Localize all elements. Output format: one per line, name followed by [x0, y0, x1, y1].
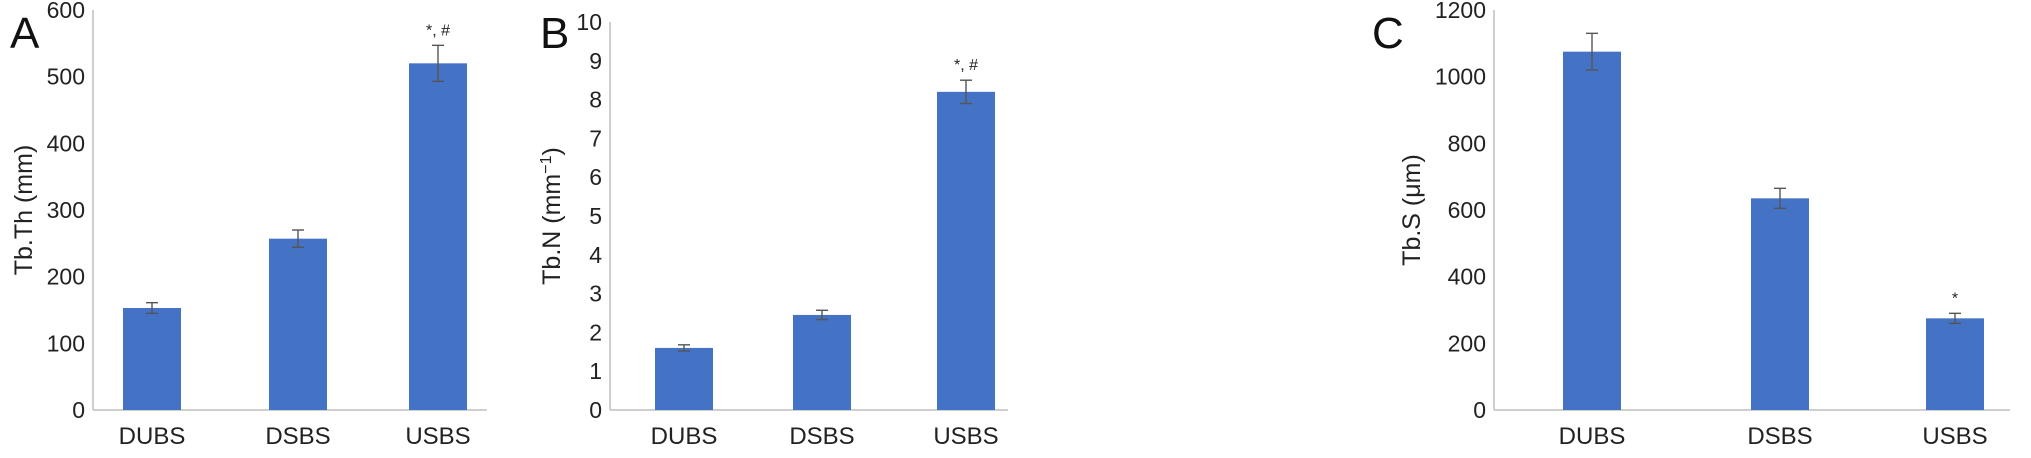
x-tick-label: USBS: [933, 423, 998, 450]
y-axis-title-main: Tb.Th (mm): [10, 145, 38, 276]
x-tick-label: DUBS: [651, 423, 718, 450]
x-tick-label: DSBS: [1747, 423, 1812, 450]
bar: [655, 347, 713, 410]
y-axis-title: Tb.S (μm): [1398, 154, 1426, 266]
y-tick-label: 10: [576, 9, 602, 35]
y-tick-label: 9: [589, 48, 602, 74]
bar: [793, 314, 851, 410]
y-axis-title-main: Tb.N (mm: [538, 174, 566, 285]
y-tick-label: 0: [1473, 397, 1486, 423]
y-axis-title-end: ): [538, 147, 566, 155]
bar: [1926, 318, 1984, 410]
panel-letter: B: [540, 9, 569, 58]
significance-label: *, #: [954, 57, 978, 74]
y-tick-label: 1: [589, 358, 602, 384]
panel-letter: C: [1372, 9, 1404, 58]
y-tick-label: 100: [47, 330, 85, 356]
x-tick-label: DSBS: [265, 423, 330, 450]
bar: [937, 91, 995, 410]
y-tick-label: 500: [47, 64, 85, 90]
bar: [123, 308, 181, 410]
significance-label: *, #: [426, 22, 450, 39]
y-tick-label: 2: [589, 319, 602, 345]
y-tick-label: 300: [47, 197, 85, 223]
y-tick-label: 400: [1448, 264, 1486, 290]
y-tick-label: 600: [47, 0, 85, 23]
y-axis-title-superscript: −1: [538, 155, 555, 173]
y-tick-label: 3: [589, 281, 602, 307]
x-tick-label: DUBS: [1559, 423, 1626, 450]
y-tick-label: 1200: [1435, 0, 1486, 23]
y-tick-label: 0: [72, 397, 85, 423]
y-tick-label: 7: [589, 125, 602, 151]
x-tick-label: DUBS: [119, 423, 186, 450]
x-tick-label: USBS: [405, 423, 470, 450]
y-tick-label: 5: [589, 203, 602, 229]
y-tick-label: 4: [589, 242, 602, 268]
y-tick-label: 1000: [1435, 64, 1486, 90]
y-tick-label: 0: [589, 397, 602, 423]
y-tick-label: 200: [1448, 330, 1486, 356]
y-axis-title: Tb.Th (mm): [10, 145, 38, 276]
y-tick-label: 800: [1448, 130, 1486, 156]
bar: [1563, 51, 1621, 411]
panel-c: C Tb.S (μm) 0 200 400 600 800 1000 1200 DUBS DSBS *…: [1372, 0, 2010, 450]
significance-label: *: [1952, 290, 1958, 307]
x-tick-label: DSBS: [789, 423, 854, 450]
bar: [1751, 198, 1809, 410]
panel-letter: A: [10, 9, 40, 58]
y-tick-label: 600: [1448, 197, 1486, 223]
y-axis-title: Tb.N (mm−1): [538, 147, 566, 285]
panel-a: A Tb.Th (mm) 0 100 200 300 400 500 600 DUBS DSBS *,…: [10, 0, 487, 450]
y-axis-title-main: Tb.S (μm): [1398, 154, 1426, 266]
y-tick-label: 200: [47, 264, 85, 290]
x-tick-label: USBS: [1922, 423, 1987, 450]
y-tick-label: 8: [589, 87, 602, 113]
bar: [269, 238, 327, 410]
y-tick-label: 400: [47, 130, 85, 156]
panel-b: B Tb.N (mm−1) 0 1 2 3 4 5 6 7 8 9 10 DUBS DSBS *, # USBS: [538, 9, 1008, 450]
y-tick-label: 6: [589, 164, 602, 190]
bar: [409, 63, 467, 410]
